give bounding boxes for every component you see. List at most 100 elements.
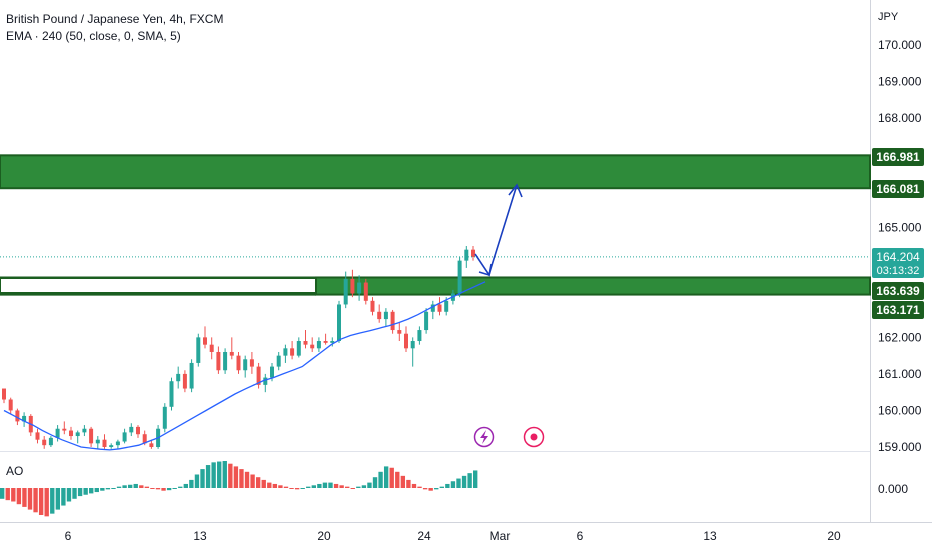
price-tick-label: 169.000 xyxy=(878,75,922,89)
svg-text:164.204: 164.204 xyxy=(876,250,920,264)
ao-bar xyxy=(50,488,55,514)
ao-bar xyxy=(155,488,161,490)
candle xyxy=(109,443,114,449)
candle xyxy=(15,408,20,426)
candle xyxy=(2,388,6,404)
candle xyxy=(464,246,469,268)
ao-bar xyxy=(133,483,138,488)
candle xyxy=(229,337,234,360)
oscillator-axis-label: 0.000 xyxy=(878,482,908,496)
price-tick-label: 159.000 xyxy=(878,440,922,454)
event-marker-icon[interactable] xyxy=(523,426,545,448)
ema-line xyxy=(3,281,486,451)
ao-bar xyxy=(150,488,155,489)
ao-bar xyxy=(217,461,222,488)
ao-bar xyxy=(361,485,367,488)
ao-bar xyxy=(356,486,361,488)
time-tick-label: 13 xyxy=(703,529,717,543)
time-tick-label: 6 xyxy=(65,529,72,543)
ao-bar xyxy=(250,474,255,488)
candle xyxy=(417,326,422,345)
ao-bar xyxy=(233,466,239,488)
ao-bar xyxy=(44,488,49,517)
ao-bar xyxy=(467,473,472,488)
ao-bar xyxy=(473,470,478,488)
time-tick-label: 6 xyxy=(577,529,584,543)
ao-bar xyxy=(27,488,33,510)
ao-bar xyxy=(378,471,383,488)
zone-1[interactable] xyxy=(0,154,871,190)
ao-bar xyxy=(411,483,417,488)
ao-bar xyxy=(139,485,144,488)
candle xyxy=(136,425,140,438)
candle xyxy=(337,300,341,343)
arrowhead-up xyxy=(508,183,523,198)
candle xyxy=(404,326,408,352)
candle xyxy=(256,362,261,389)
ao-bar xyxy=(283,486,289,488)
ao-bar xyxy=(166,488,172,491)
ao-bar xyxy=(22,488,27,507)
ao-bar xyxy=(211,462,216,488)
zone-label-2: 166.081 xyxy=(872,180,924,198)
candle xyxy=(283,344,288,363)
ao-bar xyxy=(445,483,450,488)
ao-bar xyxy=(0,488,5,499)
current-price-badge: 164.204 03:13:32 xyxy=(872,248,924,278)
time-tick-label: 13 xyxy=(193,529,207,543)
time-tick-label: 20 xyxy=(317,529,331,543)
candle xyxy=(249,351,254,374)
candle xyxy=(437,297,442,316)
ao-bar xyxy=(205,465,211,488)
ao-bar xyxy=(345,486,350,488)
price-tick-label: 161.000 xyxy=(878,367,922,381)
candle xyxy=(216,346,221,374)
ao-bar xyxy=(172,488,177,489)
ao-bar xyxy=(439,486,444,488)
ao-bar xyxy=(111,488,116,489)
candle xyxy=(89,426,94,447)
lightning-icon[interactable] xyxy=(473,426,495,448)
candle xyxy=(42,436,47,449)
candle xyxy=(457,256,462,298)
zones-group xyxy=(0,154,871,296)
ao-bar xyxy=(127,484,133,488)
candle xyxy=(471,246,475,261)
ao-bar xyxy=(406,479,411,488)
ao-bar xyxy=(450,481,456,488)
candle xyxy=(223,348,228,374)
ao-bar xyxy=(367,482,372,488)
ao-bar xyxy=(94,488,99,493)
candle xyxy=(296,337,301,358)
candle xyxy=(102,434,107,449)
ao-bar xyxy=(389,467,394,488)
candle xyxy=(383,308,388,327)
time-tick-label: Mar xyxy=(490,529,511,543)
ao-bar xyxy=(122,485,127,488)
projection-arrow[interactable] xyxy=(474,183,523,277)
candle xyxy=(430,300,435,320)
candle xyxy=(263,373,268,393)
time-axis-labels: 6 13 20 24 Mar 6 13 20 xyxy=(65,529,841,543)
ao-bar xyxy=(194,474,200,488)
ao-bar xyxy=(400,475,406,488)
ao-bar xyxy=(144,486,150,488)
candle xyxy=(69,426,73,440)
candle xyxy=(323,333,328,345)
candle xyxy=(115,439,120,449)
ao-bar xyxy=(456,478,461,488)
ao-bar xyxy=(289,488,294,489)
zone-2[interactable] xyxy=(315,276,871,296)
ao-bar xyxy=(267,482,272,488)
ao-bar xyxy=(183,483,188,488)
candle xyxy=(343,271,348,309)
bar-countdown: 03:13:32 xyxy=(877,265,920,277)
candle xyxy=(162,403,167,433)
candle xyxy=(8,397,13,415)
candle xyxy=(182,370,187,393)
ao-bar xyxy=(422,488,428,490)
ao-bar xyxy=(89,488,94,494)
candle xyxy=(95,436,100,449)
price-axis-labels: 170.000 169.000 168.000 165.000 162.000 161.0… xyxy=(878,38,922,454)
